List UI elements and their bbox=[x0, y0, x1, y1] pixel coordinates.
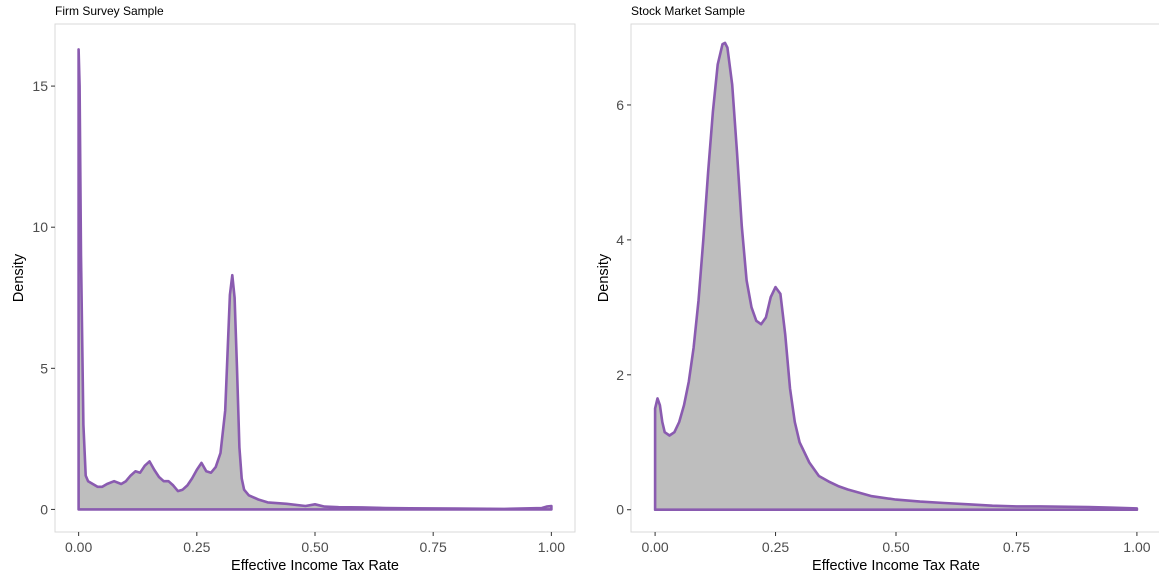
x-tick-label: 1.00 bbox=[1123, 539, 1150, 555]
x-tick-label: 0.75 bbox=[420, 539, 447, 555]
y-tick-label: 10 bbox=[32, 219, 48, 235]
y-tick-label: 0 bbox=[616, 502, 624, 518]
x-tick-label: 0.00 bbox=[65, 539, 92, 555]
density-area bbox=[78, 49, 552, 510]
y-axis-label: Density bbox=[11, 253, 27, 302]
stock-market-panel: Stock Market Sample 0.00 0.25 0.50 0.75 1.00… bbox=[596, 4, 1159, 573]
x-tick-label: 0.50 bbox=[301, 539, 328, 555]
y-tick-label: 6 bbox=[616, 97, 624, 113]
panel-title: Stock Market Sample bbox=[631, 4, 745, 18]
density-line bbox=[77, 48, 553, 511]
y-tick-label: 4 bbox=[616, 232, 624, 248]
y-axis-label: Density bbox=[596, 253, 612, 302]
x-axis-label: Effective Income Tax Rate bbox=[812, 558, 980, 573]
y-tick-label: 5 bbox=[40, 360, 48, 376]
firm-survey-panel: Firm Survey Sample 0.00 0.25 0.50 0.75 1.00 0… bbox=[11, 4, 576, 573]
y-tick-label: 0 bbox=[40, 501, 48, 517]
x-axis-label: Effective Income Tax Rate bbox=[231, 558, 399, 573]
panel-title: Firm Survey Sample bbox=[55, 4, 164, 18]
panel-border bbox=[54, 23, 576, 533]
density-area bbox=[655, 42, 1137, 510]
x-tick-label: 0.00 bbox=[641, 539, 668, 555]
x-tick-label: 0.50 bbox=[882, 539, 909, 555]
y-tick-label: 2 bbox=[616, 367, 624, 383]
x-tick-label: 1.00 bbox=[538, 539, 565, 555]
x-tick-label: 0.75 bbox=[1003, 539, 1030, 555]
x-tick-label: 0.25 bbox=[183, 539, 210, 555]
density-line bbox=[653, 41, 1139, 511]
y-tick-label: 15 bbox=[32, 78, 48, 94]
x-tick-label: 0.25 bbox=[762, 539, 789, 555]
